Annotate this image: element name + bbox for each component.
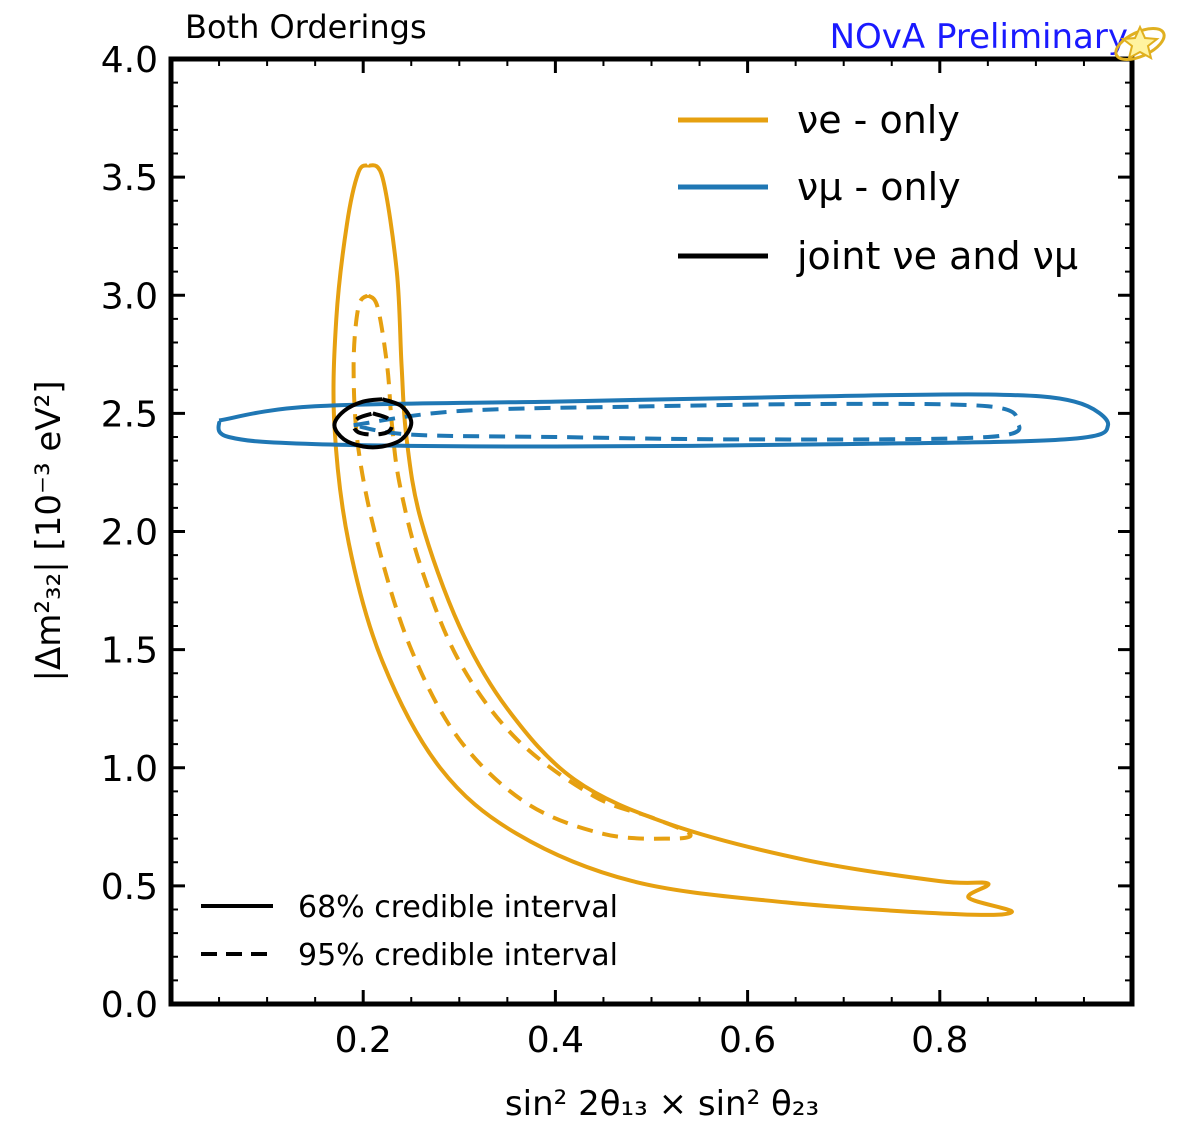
plot-frame	[168, 56, 1135, 1007]
legend-series: νe - only νμ - only joint νe and νμ	[678, 98, 1078, 278]
y-tick-label: 3.5	[101, 158, 158, 199]
contour-nue-95	[351, 293, 693, 841]
watermark-text: NOvA Preliminary	[830, 17, 1128, 57]
contour-joint-68	[332, 397, 414, 450]
y-tick-label: 2.5	[101, 394, 158, 435]
contour-nue-68	[331, 163, 1014, 917]
y-tick-label: 0.5	[101, 867, 158, 908]
y-tick-label: 3.0	[101, 276, 158, 317]
y-tick-label: 0.0	[101, 985, 158, 1026]
x-axis-label: sin² 2θ₁₃ × sin² θ₂₃	[505, 1084, 819, 1124]
chart-title: Both Orderings	[185, 8, 427, 46]
y-tick-label: 4.0	[101, 40, 158, 81]
legend-label-numu: νμ - only	[797, 165, 961, 209]
star-logo-icon	[1114, 24, 1166, 61]
y-tick-label: 1.5	[101, 631, 158, 672]
x-tick-label: 0.2	[335, 1020, 392, 1061]
legend-label-68: 68% credible interval	[298, 890, 618, 925]
legend-label-nue: νe - only	[797, 98, 960, 142]
contour-numu-68	[216, 392, 1111, 449]
x-tick-label: 0.8	[911, 1020, 968, 1061]
y-axis-label: |Δm²₃₂| [10⁻³ eV²]	[29, 381, 69, 682]
contour-layer	[216, 163, 1111, 917]
x-tick-label: 0.4	[527, 1020, 584, 1061]
legend-label-95: 95% credible interval	[298, 938, 618, 973]
legend-label-joint: joint νe and νμ	[796, 234, 1078, 278]
x-tick-label: 0.6	[719, 1020, 776, 1061]
y-tick-label: 1.0	[101, 749, 158, 790]
y-tick-label: 2.0	[101, 513, 158, 554]
contour-numu-95	[353, 401, 1022, 442]
legend-styles: 68% credible interval 95% credible inter…	[201, 890, 618, 973]
